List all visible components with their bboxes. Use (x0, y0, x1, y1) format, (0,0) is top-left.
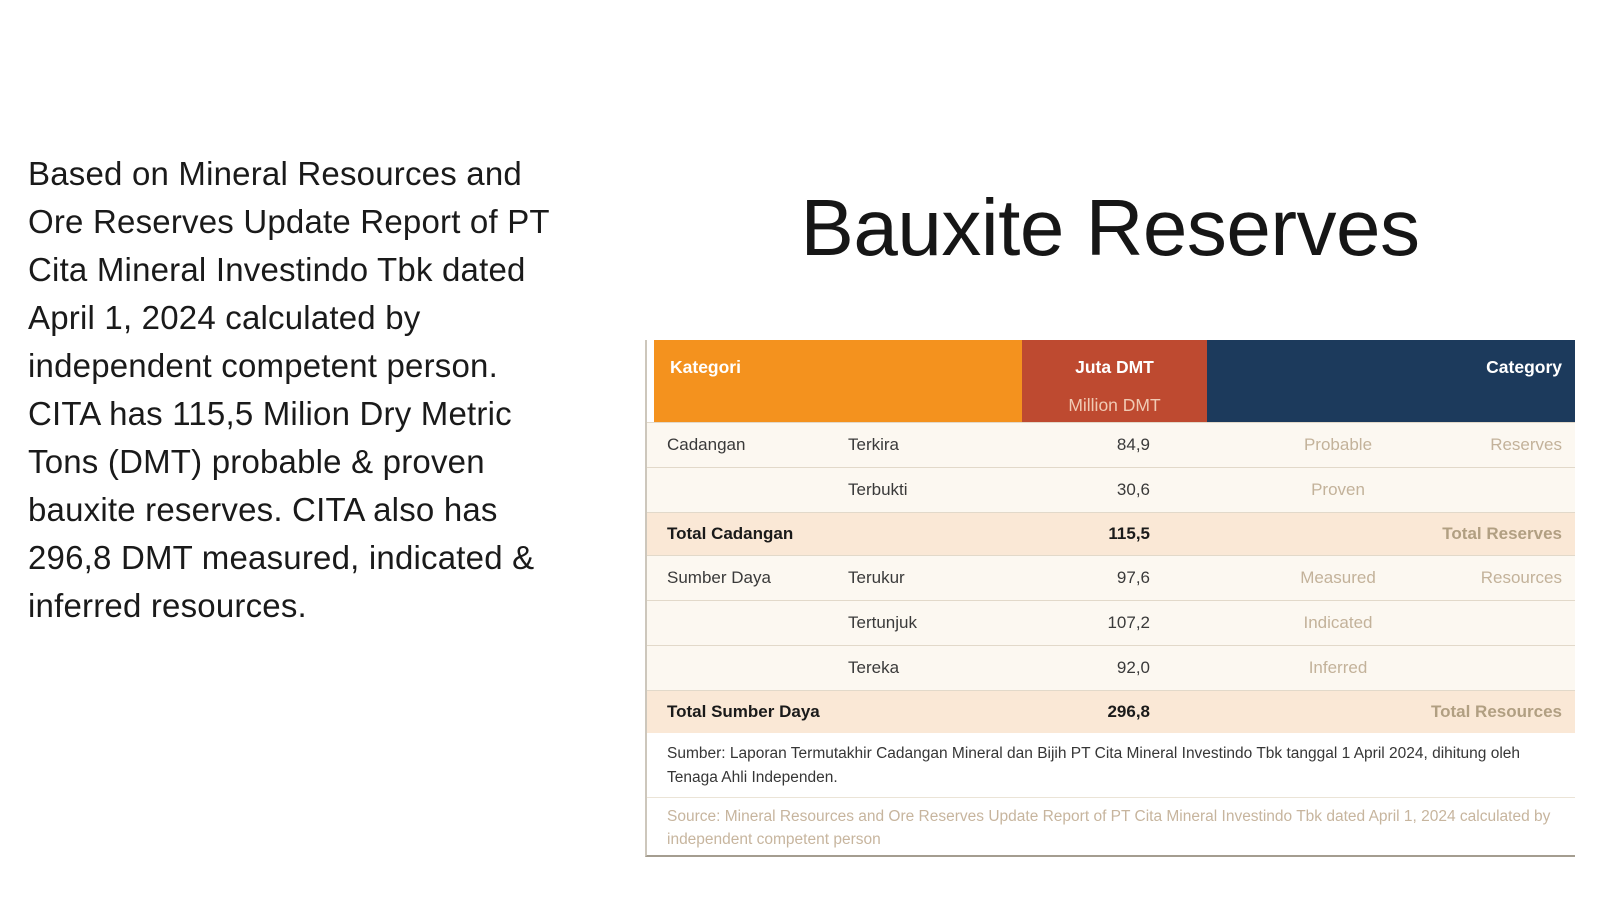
table-total-row: Total Cadangan 115,5 Total Reserves (647, 512, 1575, 555)
cell-category-sub: Indicated (1303, 613, 1373, 632)
footnote-line: Source: Mineral Resources and Ore Reserv… (667, 808, 1551, 825)
paragraph-line: April 1, 2024 calculated by (28, 299, 421, 336)
reserves-table: Kategori Juta DMT Million DMT Category C… (645, 340, 1575, 857)
paragraph-line: inferred resources. (28, 587, 307, 624)
cell-category: Reserves (1490, 435, 1562, 454)
cell-total-label: Total Sumber Daya (667, 702, 820, 721)
paragraph-line: bauxite reserves. CITA also has (28, 491, 498, 528)
table-row: Tereka 92,0 Inferred (647, 645, 1575, 690)
cell-category: Resources (1480, 568, 1562, 587)
table-row: Terbukti 30,6 Proven (647, 467, 1575, 512)
cell-category-sub: Measured (1300, 568, 1376, 587)
table-row: Sumber Daya Terukur 97,6 Measured Resour… (647, 555, 1575, 600)
cell-sub-kategori: Tertunjuk (848, 613, 917, 632)
cell-sub-kategori: Terukur (848, 568, 905, 587)
description-paragraph: Based on Mineral Resources and Ore Reser… (28, 150, 628, 630)
cell-sub-kategori: Terkira (848, 435, 900, 454)
cell-kategori: Sumber Daya (667, 568, 771, 587)
cell-sub-kategori: Tereka (848, 658, 900, 677)
header-cell-kategori: Kategori (654, 340, 1022, 422)
footnote-line: Tenaga Ahli Independen. (667, 769, 838, 786)
footnote-line: independent competent person (667, 831, 881, 848)
paragraph-line: Ore Reserves Update Report of PT (28, 203, 550, 240)
cell-value: 97,6 (1116, 568, 1150, 587)
page-title: Bauxite Reserves (800, 183, 1420, 272)
cell-kategori: Cadangan (667, 435, 746, 454)
cell-total-label: Total Cadangan (667, 524, 794, 543)
paragraph-line: CITA has 115,5 Milion Dry Metric (28, 395, 512, 432)
footnote-indonesian: Sumber: Laporan Termutakhir Cadangan Min… (667, 742, 1555, 790)
cell-total-value: 115,5 (1108, 524, 1150, 543)
header-cell-category: Category (1207, 340, 1575, 422)
table-row: Tertunjuk 107,2 Indicated (647, 600, 1575, 645)
table-total-row: Total Sumber Daya 296,8 Total Resources (647, 690, 1575, 733)
footnote-divider (647, 797, 1575, 798)
cell-category-sub: Inferred (1308, 658, 1368, 677)
cell-total-value: 296,8 (1107, 702, 1150, 721)
paragraph-line: independent competent person. (28, 347, 498, 384)
cell-sub-kategori: Terbukti (848, 480, 908, 499)
cell-total-category: Total Reserves (1442, 524, 1562, 543)
cell-value: 92,0 (1116, 658, 1150, 677)
footnote-english: Source: Mineral Resources and Ore Reserv… (667, 805, 1555, 851)
footnote-line: Sumber: Laporan Termutakhir Cadangan Min… (667, 745, 1521, 762)
header-cell-juta-dmt: Juta DMT Million DMT (1022, 340, 1207, 422)
cell-value: 84,9 (1116, 435, 1150, 454)
cell-total-category: Total Resources (1430, 702, 1562, 721)
paragraph-line: Tons (DMT) probable & proven (28, 443, 485, 480)
paragraph-line: Cita Mineral Investindo Tbk dated (28, 251, 526, 288)
cell-category-sub: Proven (1311, 480, 1365, 499)
header-juta-dmt-label: Juta DMT (1075, 357, 1154, 377)
cell-category-sub: Probable (1303, 435, 1373, 454)
paragraph-line: Based on Mineral Resources and (28, 155, 522, 192)
paragraph-line: 296,8 DMT measured, indicated & (28, 539, 535, 576)
header-million-dmt-label: Million DMT (1068, 395, 1161, 415)
table-row: Cadangan Terkira 84,9 Probable Reserves (647, 422, 1575, 467)
cell-value: 107,2 (1107, 613, 1150, 632)
table-header: Kategori Juta DMT Million DMT Category (654, 340, 1575, 422)
cell-value: 30,6 (1116, 480, 1150, 499)
